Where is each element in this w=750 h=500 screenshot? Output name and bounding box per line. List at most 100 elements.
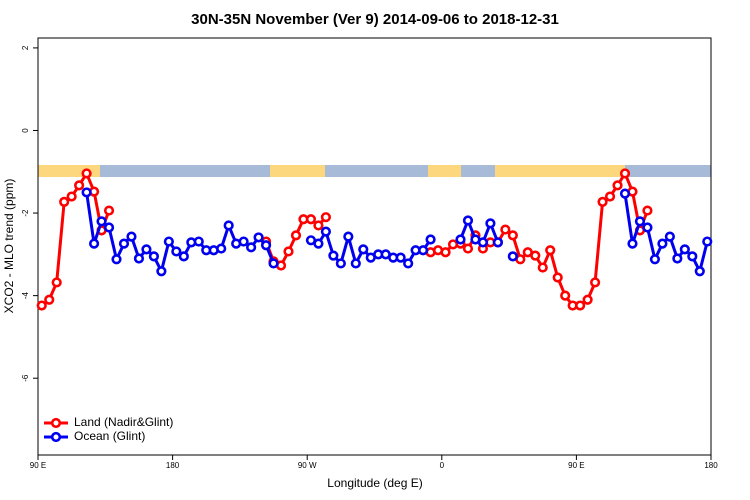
point xyxy=(440,247,451,258)
point xyxy=(619,168,631,179)
point xyxy=(133,253,145,264)
y-tick-label: -2 xyxy=(21,209,30,217)
point xyxy=(694,266,705,277)
point xyxy=(328,250,339,261)
point xyxy=(260,240,272,251)
legend-label: Ocean (Glint) xyxy=(74,429,145,443)
point xyxy=(223,220,234,231)
point xyxy=(103,222,115,233)
legend-marker xyxy=(50,431,62,443)
point xyxy=(59,196,70,208)
point xyxy=(350,258,361,269)
point xyxy=(81,187,92,198)
point xyxy=(619,188,631,199)
y-tick-label: -6 xyxy=(21,374,30,382)
point xyxy=(575,300,586,311)
point xyxy=(126,231,137,242)
point xyxy=(403,258,414,269)
point xyxy=(305,214,317,225)
point xyxy=(462,243,474,254)
point xyxy=(141,244,152,255)
point xyxy=(462,215,474,226)
point xyxy=(156,266,167,277)
point xyxy=(582,294,593,305)
point xyxy=(81,168,92,179)
land-ocean-strip xyxy=(38,165,711,177)
y-tick-label: 2 xyxy=(21,45,30,50)
point xyxy=(178,251,189,262)
y-axis-label: XCO2 - MLO trend (ppm) xyxy=(2,179,16,314)
point xyxy=(171,246,182,257)
chart-title: 30N-35N November (Ver 9) 2014-09-06 to 2… xyxy=(191,11,559,28)
point xyxy=(193,236,204,247)
point xyxy=(238,236,249,247)
x-tick-label: 90 E xyxy=(30,461,46,470)
point xyxy=(530,250,541,261)
point xyxy=(88,238,100,249)
point xyxy=(492,237,503,248)
point xyxy=(51,277,62,288)
point xyxy=(560,290,571,301)
point xyxy=(246,242,257,253)
point xyxy=(597,196,608,208)
point xyxy=(657,238,668,249)
point xyxy=(507,230,518,241)
point xyxy=(36,300,47,311)
point xyxy=(313,238,324,249)
point xyxy=(627,238,638,249)
legend-label: Land (Nadir&Glint) xyxy=(74,415,173,429)
point xyxy=(343,231,354,242)
point xyxy=(664,231,675,242)
land-band xyxy=(428,165,461,177)
point xyxy=(589,277,601,288)
x-tick-label: 180 xyxy=(704,461,718,470)
point xyxy=(642,222,653,233)
point xyxy=(290,230,302,241)
point xyxy=(358,244,369,255)
land-band xyxy=(495,165,625,177)
point xyxy=(500,224,511,235)
point xyxy=(604,191,616,202)
x-tick-label: 0 xyxy=(440,461,445,470)
point xyxy=(216,243,227,254)
point xyxy=(679,244,690,255)
point xyxy=(702,236,713,247)
point xyxy=(74,180,85,191)
point xyxy=(118,238,130,249)
point xyxy=(44,294,55,305)
point xyxy=(96,216,107,227)
point xyxy=(455,234,466,245)
point xyxy=(672,253,683,264)
land-band xyxy=(270,165,325,177)
x-tick-label: 90 E xyxy=(568,461,584,470)
point xyxy=(634,216,646,227)
point xyxy=(283,246,294,257)
x-tick-label: 90 W xyxy=(298,461,317,470)
point xyxy=(320,226,331,237)
point xyxy=(66,191,77,202)
point xyxy=(507,251,518,262)
point xyxy=(425,234,436,245)
point xyxy=(163,236,174,247)
y-tick-label: 0 xyxy=(21,128,30,133)
legend-marker xyxy=(50,417,62,429)
point xyxy=(335,258,346,269)
point xyxy=(477,237,489,248)
point xyxy=(642,205,653,216)
point xyxy=(418,245,429,256)
point xyxy=(485,218,496,229)
point xyxy=(320,212,331,223)
point xyxy=(313,220,324,231)
point xyxy=(552,272,563,283)
x-axis-label: Longitude (deg E) xyxy=(327,476,422,490)
point xyxy=(111,254,122,265)
y-tick-label: -4 xyxy=(21,292,30,300)
point xyxy=(148,251,160,262)
point xyxy=(253,232,264,243)
point xyxy=(268,258,279,269)
point xyxy=(649,254,661,265)
point xyxy=(395,252,406,263)
point xyxy=(103,205,115,216)
point xyxy=(537,262,548,273)
